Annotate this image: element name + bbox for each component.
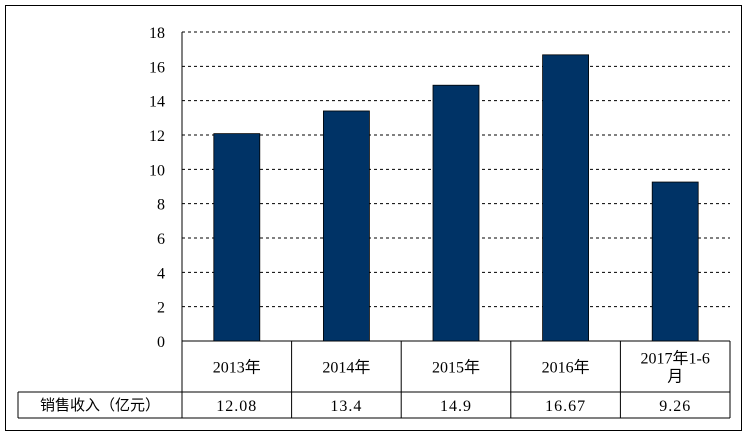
- chart-frame: [5, 5, 742, 431]
- x-tick-label: 2017年1-6: [641, 350, 710, 368]
- y-tick-label: 6: [157, 231, 165, 248]
- bar: [432, 84, 480, 342]
- series-name-label: 销售收入（亿元）: [40, 396, 160, 414]
- data-label: 14.9: [440, 398, 472, 415]
- x-tick-label: 2014年: [322, 359, 370, 377]
- y-tick-label: 12: [149, 128, 165, 145]
- bar: [213, 133, 261, 342]
- y-tick-label: 18: [149, 25, 165, 42]
- y-tick-label: 0: [157, 334, 165, 351]
- data-label: 13.4: [330, 398, 362, 415]
- data-label: 12.08: [216, 398, 257, 415]
- data-label: 16.67: [545, 398, 586, 415]
- data-label: 9.26: [659, 398, 691, 415]
- x-tick-label: 2015年: [432, 359, 480, 377]
- y-tick-label: 10: [149, 162, 165, 179]
- y-tick-label: 14: [149, 94, 165, 111]
- y-tick-label: 16: [149, 59, 165, 76]
- bar: [542, 54, 589, 342]
- y-tick-label: 8: [157, 197, 165, 214]
- x-tick-label: 月: [667, 369, 683, 386]
- y-tick-label: 2: [157, 300, 165, 317]
- bar: [322, 110, 370, 342]
- y-tick-label: 4: [157, 265, 165, 282]
- x-tick-label: 2016年: [542, 359, 590, 377]
- bar: [651, 181, 699, 342]
- x-tick-label: 2013年: [213, 359, 261, 377]
